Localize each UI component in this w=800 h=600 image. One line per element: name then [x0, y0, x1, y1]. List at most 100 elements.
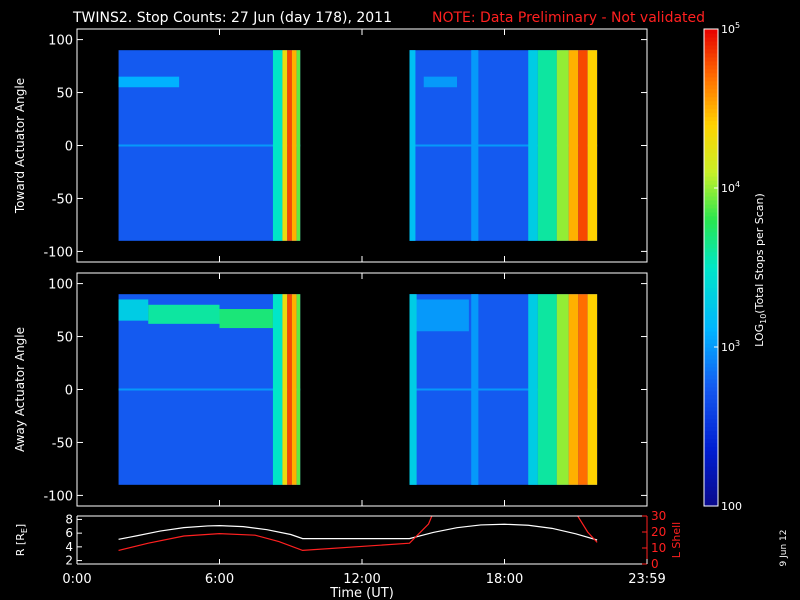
colorbar-step	[704, 335, 718, 340]
intensity-band	[556, 294, 569, 485]
colorbar-step	[704, 116, 718, 122]
colorbar-step	[704, 382, 718, 388]
colorbar-tick-base: 10	[721, 182, 735, 195]
colorbar-step	[704, 418, 718, 424]
colorbar-tick-label: 105	[721, 21, 740, 36]
colorbar-step	[704, 410, 718, 416]
colorbar-step	[704, 450, 718, 455]
colorbar-step	[704, 478, 718, 483]
y-axis-label: Away Actuator Angle	[13, 327, 27, 452]
colorbar-step	[704, 80, 718, 86]
preliminary-note: NOTE: Data Preliminary - Not validated	[432, 10, 705, 26]
colorbar-step	[704, 88, 718, 94]
colorbar-step	[704, 438, 718, 443]
intensity-band	[568, 50, 579, 241]
colorbar-step	[704, 422, 718, 428]
colorbar-step	[704, 442, 718, 447]
colorbar-step	[704, 120, 718, 125]
angle-band	[409, 299, 469, 332]
colorbar-step	[704, 343, 718, 348]
colorbar-step	[704, 303, 718, 308]
y-axis-label: R [RE]	[14, 524, 29, 556]
colorbar-tick-label: 100	[721, 500, 742, 513]
colorbar-step	[704, 144, 718, 149]
intensity-band	[272, 50, 283, 241]
y-tick-label: 0	[65, 384, 73, 399]
colorbar-step	[704, 311, 718, 316]
intensity-band	[287, 294, 292, 485]
colorbar-step	[704, 56, 718, 62]
colorbar-tick-exp: 3	[735, 339, 740, 348]
colorbar-step	[704, 402, 718, 408]
colorbar-tick-base: 100	[721, 500, 742, 513]
y-tick-label: 100	[48, 34, 73, 49]
colorbar-step	[704, 331, 718, 336]
colorbar-step	[704, 386, 718, 392]
colorbar-step	[704, 271, 718, 277]
y-tick-label: -50	[52, 192, 73, 207]
colorbar-step	[704, 498, 718, 503]
colorbar-step	[704, 32, 718, 38]
colorbar-step	[704, 263, 718, 269]
colorbar-step	[704, 358, 718, 364]
colorbar-step	[704, 374, 718, 380]
colorbar-step	[704, 494, 718, 499]
intensity-band	[587, 50, 598, 241]
colorbar-step	[704, 315, 718, 320]
intensity-band	[282, 50, 288, 241]
intensity-band	[291, 294, 297, 485]
toward-angle-heatmap: 100 50 0 -50 -100 Toward Actuator Angle	[13, 28, 648, 263]
colorbar-step	[704, 279, 718, 284]
colorbar-step	[704, 462, 718, 467]
colorbar-step	[704, 92, 718, 98]
colorbar-step	[704, 446, 718, 451]
y-tick-label: 8	[65, 512, 73, 526]
colorbar-tick-base: 10	[721, 23, 735, 36]
colorbar-step	[704, 378, 718, 384]
colorbar-step	[704, 362, 718, 368]
colorbar-step	[704, 414, 718, 420]
colorbar-step	[704, 366, 718, 372]
intensity-band	[556, 50, 569, 241]
zero-angle-line	[118, 144, 301, 147]
colorbar-tick-label: 103	[721, 339, 740, 354]
intensity-band	[287, 50, 292, 241]
colorbar-tick-exp: 4	[735, 180, 740, 189]
colorbar-step	[704, 486, 718, 491]
colorbar-step	[704, 398, 718, 404]
colorbar-step	[704, 319, 718, 324]
colorbar-step	[704, 160, 718, 165]
y-tick-label: 2	[65, 554, 73, 568]
colorbar-step	[704, 76, 718, 82]
colorbar-step	[704, 172, 718, 177]
angle-band	[423, 76, 457, 88]
colorbar-step	[704, 195, 718, 201]
colorbar-step	[704, 156, 718, 161]
radius-line	[118, 523, 598, 541]
colorbar-step	[704, 108, 718, 114]
intensity-band	[537, 294, 557, 485]
colorbar-step	[704, 470, 718, 475]
colorbar-step	[704, 295, 718, 300]
colorbar-step	[704, 474, 718, 479]
colorbar-step	[704, 191, 718, 197]
colorbar-step	[704, 350, 718, 356]
colorbar-step	[704, 458, 718, 463]
colorbar-step	[704, 132, 718, 137]
colorbar-step	[704, 152, 718, 157]
colorbar-step	[704, 48, 718, 54]
y-axis-label: Toward Actuator Angle	[13, 78, 27, 214]
colorbar-step	[704, 235, 718, 241]
colorbar-step	[704, 287, 718, 292]
colorbar-step	[704, 96, 718, 102]
colorbar-step	[704, 255, 718, 261]
colorbar-step	[704, 394, 718, 400]
colorbar-step	[704, 323, 718, 328]
colorbar-step	[704, 239, 718, 245]
colorbar-tick-base: 10	[721, 341, 735, 354]
date-stamp: 9 Jun 12	[779, 530, 789, 567]
colorbar-step	[704, 430, 718, 436]
colorbar-tick-label: 104	[721, 180, 740, 195]
colorbar-step	[704, 176, 718, 181]
colorbar-step	[704, 434, 718, 440]
